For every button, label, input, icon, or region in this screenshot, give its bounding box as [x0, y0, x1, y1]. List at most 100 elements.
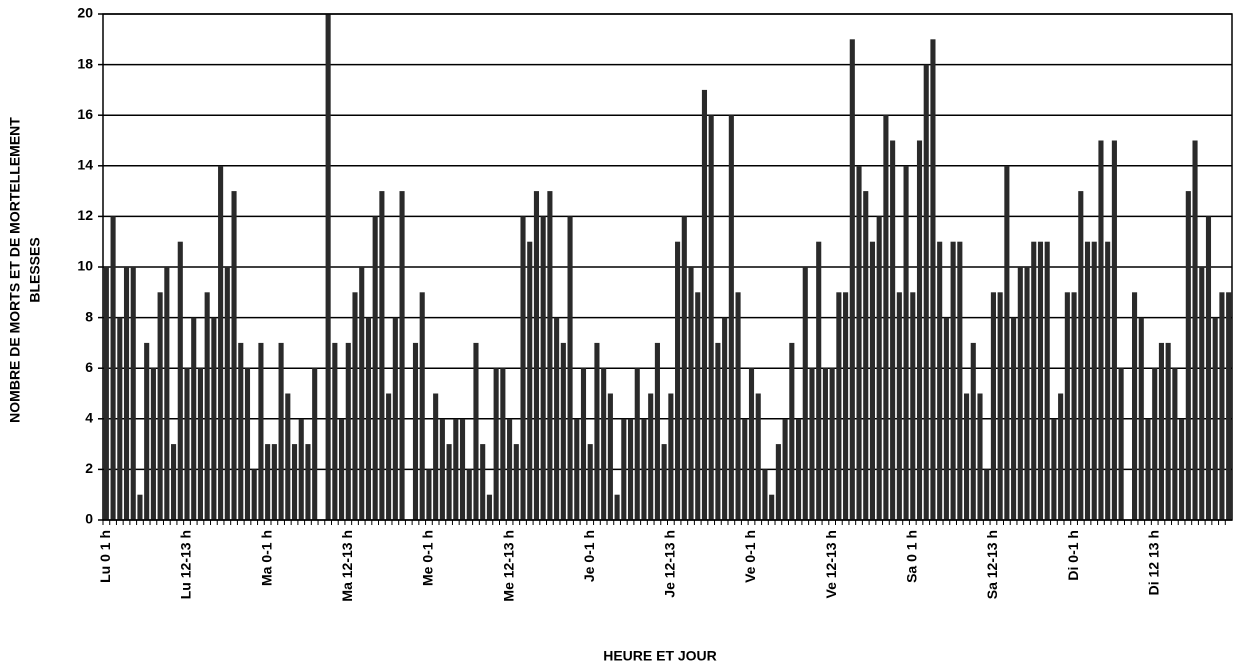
bar — [527, 241, 533, 520]
bar — [265, 444, 271, 520]
bar — [379, 191, 385, 520]
bar — [130, 267, 136, 520]
bar — [231, 191, 237, 520]
bar — [1011, 317, 1017, 520]
bar — [876, 216, 882, 520]
bar — [493, 368, 499, 520]
bar — [513, 444, 519, 520]
bar — [943, 317, 949, 520]
bar — [715, 342, 721, 520]
bar — [150, 368, 156, 520]
x-tick-label: Je 12-13 h — [662, 530, 678, 598]
bar — [258, 342, 264, 520]
bar — [218, 165, 224, 521]
bar — [1165, 342, 1171, 520]
bar — [412, 342, 419, 520]
bar — [607, 393, 613, 520]
bar — [305, 444, 311, 520]
bar — [937, 241, 943, 520]
bar — [1078, 191, 1084, 520]
bar — [574, 418, 580, 520]
bar — [1004, 165, 1010, 521]
bar — [742, 418, 748, 520]
bar — [278, 342, 284, 520]
bar — [903, 165, 909, 521]
bar — [419, 292, 425, 520]
bar — [533, 191, 540, 520]
bar — [365, 317, 372, 520]
bar — [869, 241, 876, 520]
bar — [560, 342, 566, 520]
bar — [910, 292, 916, 520]
bar — [970, 342, 976, 520]
bar — [701, 89, 708, 521]
bar — [144, 342, 150, 520]
bar — [325, 14, 331, 520]
bar — [1205, 216, 1212, 520]
bar — [359, 267, 365, 520]
x-tick-label: Me 0-1 h — [420, 530, 436, 586]
bar — [1064, 292, 1070, 520]
bar — [990, 292, 996, 520]
bar — [930, 39, 936, 521]
bar — [486, 494, 492, 520]
y-tick-label: 6 — [85, 359, 93, 375]
bar — [950, 241, 956, 520]
bar — [392, 317, 398, 520]
x-tick-label: Lu 0 1 h — [97, 530, 113, 583]
y-tick-label: 8 — [85, 308, 93, 324]
bar — [1024, 267, 1030, 520]
x-tick-label: Me 12-13 h — [500, 530, 516, 602]
y-tick-label: 18 — [77, 55, 93, 71]
x-tick-label: Sa 0 1 h — [903, 530, 919, 583]
bar — [507, 418, 513, 520]
bar — [1219, 292, 1225, 520]
bar — [1172, 368, 1178, 520]
bar — [1226, 292, 1232, 520]
bar — [681, 216, 687, 520]
bar — [1105, 241, 1111, 520]
bar — [890, 140, 896, 520]
bar — [191, 317, 197, 520]
y-tick-label: 4 — [85, 410, 93, 426]
bar — [285, 393, 291, 520]
bar — [500, 368, 506, 520]
bar — [1145, 418, 1151, 520]
bar — [1179, 418, 1185, 520]
bar — [1037, 241, 1044, 520]
x-tick-label: Di 12 13 h — [1145, 530, 1161, 595]
bar — [480, 444, 486, 520]
bar — [1158, 342, 1164, 520]
bar — [789, 342, 795, 520]
y-tick-label: 12 — [77, 207, 93, 223]
bar — [997, 292, 1003, 520]
bar — [1111, 140, 1117, 520]
bar — [520, 216, 526, 520]
bar — [641, 418, 647, 520]
bar — [977, 393, 983, 520]
bar — [372, 216, 378, 520]
bar — [164, 267, 170, 520]
y-tick-label: 16 — [77, 106, 93, 122]
bar — [1058, 393, 1064, 520]
bar — [171, 444, 177, 520]
bar — [688, 267, 694, 520]
y-axis-title: NOMBRE DE MORTS ET DE MORTELLEMENT — [7, 117, 23, 423]
bar — [675, 241, 681, 520]
bar — [748, 368, 755, 520]
bar — [594, 342, 600, 520]
bar — [614, 494, 620, 520]
y-tick-label: 10 — [77, 258, 93, 274]
bar — [291, 444, 298, 520]
bar — [695, 292, 701, 520]
bar — [1152, 368, 1158, 520]
bar — [795, 418, 802, 520]
bar — [722, 317, 728, 520]
bar — [775, 444, 781, 520]
bar — [580, 368, 587, 520]
bar — [386, 393, 392, 520]
bar — [251, 469, 257, 520]
bar — [621, 418, 627, 520]
bar — [244, 368, 251, 520]
